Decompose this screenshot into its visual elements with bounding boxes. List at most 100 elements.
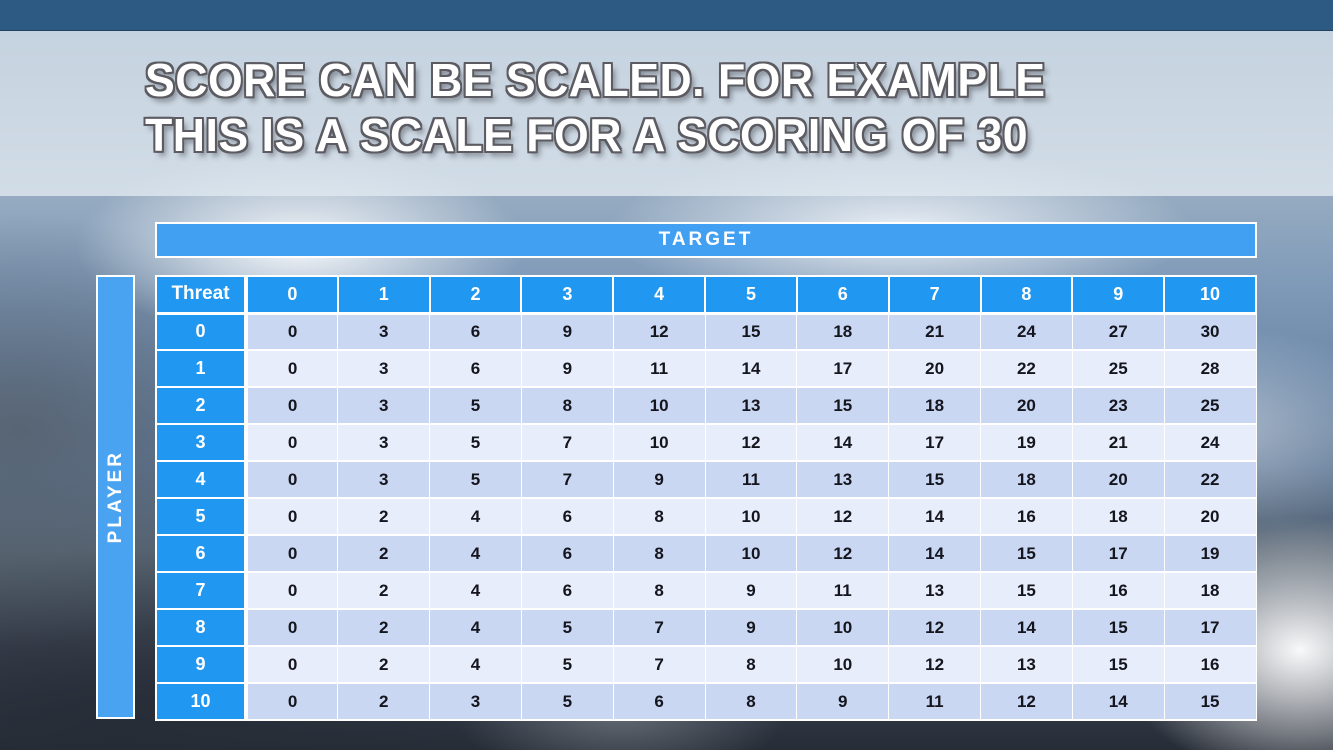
- score-cell: 2: [337, 608, 431, 647]
- table-row: 10 0 2 3 5 6 8 9 11 12 14 15: [155, 682, 1257, 721]
- table-row: 8 0 2 4 5 7 9 10 12 14 15 17: [155, 608, 1257, 647]
- score-cell: 13: [888, 571, 981, 610]
- score-cell: 4: [429, 608, 522, 647]
- score-cell: 18: [1163, 571, 1257, 610]
- score-cell: 0: [245, 349, 339, 388]
- score-cell: 16: [1071, 571, 1165, 610]
- score-cell: 3: [337, 312, 431, 351]
- score-cell: 14: [980, 608, 1073, 647]
- score-cell: 12: [796, 497, 890, 536]
- score-cell: 0: [245, 682, 339, 721]
- score-cell: 30: [1163, 312, 1257, 351]
- row-header: 7: [155, 571, 248, 610]
- column-header: 5: [704, 275, 798, 315]
- score-cell: 11: [704, 460, 798, 499]
- score-cell: 0: [245, 312, 339, 351]
- score-cell: 2: [337, 571, 431, 610]
- score-cell: 4: [429, 534, 522, 573]
- score-cell: 6: [429, 349, 522, 388]
- score-cell: 8: [612, 497, 706, 536]
- score-cell: 0: [245, 423, 339, 462]
- table-row: 7 0 2 4 6 8 9 11 13 15 16 18: [155, 571, 1257, 610]
- score-cell: 20: [980, 386, 1073, 425]
- score-cell: 7: [520, 423, 614, 462]
- row-header: 9: [155, 645, 248, 684]
- score-cell: 12: [704, 423, 798, 462]
- score-cell: 19: [1163, 534, 1257, 573]
- target-axis-label: TARGET: [155, 222, 1257, 258]
- table-row: 6 0 2 4 6 8 10 12 14 15 17 19: [155, 534, 1257, 573]
- score-cell: 27: [1071, 312, 1165, 351]
- column-header: 10: [1163, 275, 1257, 315]
- score-cell: 11: [888, 682, 981, 721]
- score-cell: 5: [429, 423, 522, 462]
- score-cell: 16: [1163, 645, 1257, 684]
- score-cell: 8: [612, 534, 706, 573]
- score-cell: 17: [796, 349, 890, 388]
- row-header: 2: [155, 386, 248, 425]
- score-cell: 6: [520, 497, 614, 536]
- score-cell: 17: [1163, 608, 1257, 647]
- score-cell: 15: [796, 386, 890, 425]
- score-cell: 8: [704, 645, 798, 684]
- score-cell: 14: [888, 534, 981, 573]
- score-cell: 5: [429, 386, 522, 425]
- score-cell: 5: [520, 608, 614, 647]
- score-cell: 13: [980, 645, 1073, 684]
- column-header-row: Threat 0 1 2 3 4 5 6 7 8 9 10: [155, 275, 1257, 315]
- score-cell: 12: [612, 312, 706, 351]
- score-cell: 8: [704, 682, 798, 721]
- score-matrix: Threat 0 1 2 3 4 5 6 7 8 9 10 0 0 3 6 9 12 15 18 21 24 27 30 1…: [155, 275, 1257, 721]
- score-cell: 5: [520, 645, 614, 684]
- score-cell: 15: [980, 571, 1073, 610]
- score-cell: 18: [980, 460, 1073, 499]
- column-header: 2: [428, 275, 523, 315]
- row-header: 0: [155, 312, 248, 351]
- score-cell: 25: [1163, 386, 1257, 425]
- table-row: 0 0 3 6 9 12 15 18 21 24 27 30: [155, 312, 1257, 351]
- score-cell: 12: [888, 645, 981, 684]
- score-cell: 0: [245, 460, 339, 499]
- score-cell: 9: [796, 682, 890, 721]
- score-cell: 10: [612, 386, 706, 425]
- score-cell: 18: [1071, 497, 1165, 536]
- score-cell: 20: [1071, 460, 1165, 499]
- score-cell: 9: [704, 571, 798, 610]
- score-cell: 9: [704, 608, 798, 647]
- score-cell: 2: [337, 534, 431, 573]
- score-cell: 21: [888, 312, 981, 351]
- table-row: 9 0 2 4 5 7 8 10 12 13 15 16: [155, 645, 1257, 684]
- score-cell: 3: [337, 386, 431, 425]
- row-header: 6: [155, 534, 248, 573]
- score-cell: 28: [1163, 349, 1257, 388]
- score-cell: 17: [1071, 534, 1165, 573]
- score-cell: 3: [429, 682, 522, 721]
- column-header: 0: [245, 275, 339, 315]
- matrix-body: 0 0 3 6 9 12 15 18 21 24 27 30 1 0 3 6 9 11 14 17 20 22 25 28 2 0…: [155, 312, 1257, 721]
- row-header: 4: [155, 460, 248, 499]
- score-cell: 14: [1071, 682, 1165, 721]
- row-header: 3: [155, 423, 248, 462]
- score-cell: 3: [337, 423, 431, 462]
- score-cell: 15: [704, 312, 798, 351]
- column-header: 6: [795, 275, 890, 315]
- score-cell: 3: [337, 460, 431, 499]
- player-axis-label: PLAYER: [104, 450, 126, 544]
- column-header: 4: [612, 275, 707, 315]
- column-header: 3: [520, 275, 615, 315]
- score-cell: 10: [796, 645, 890, 684]
- score-cell: 18: [796, 312, 890, 351]
- score-cell: 3: [337, 349, 431, 388]
- score-cell: 8: [612, 571, 706, 610]
- title-band: SCORE CAN BE SCALED. FOR EXAMPLE THIS IS…: [0, 31, 1333, 196]
- score-cell: 10: [704, 497, 798, 536]
- score-cell: 20: [1163, 497, 1257, 536]
- table-row: 3 0 3 5 7 10 12 14 17 19 21 24: [155, 423, 1257, 462]
- table-row: 1 0 3 6 9 11 14 17 20 22 25 28: [155, 349, 1257, 388]
- table-row: 2 0 3 5 8 10 13 15 18 20 23 25: [155, 386, 1257, 425]
- score-cell: 9: [520, 349, 614, 388]
- table-row: 5 0 2 4 6 8 10 12 14 16 18 20: [155, 497, 1257, 536]
- score-cell: 7: [612, 645, 706, 684]
- score-cell: 12: [796, 534, 890, 573]
- corner-header-threat: Threat: [155, 275, 248, 315]
